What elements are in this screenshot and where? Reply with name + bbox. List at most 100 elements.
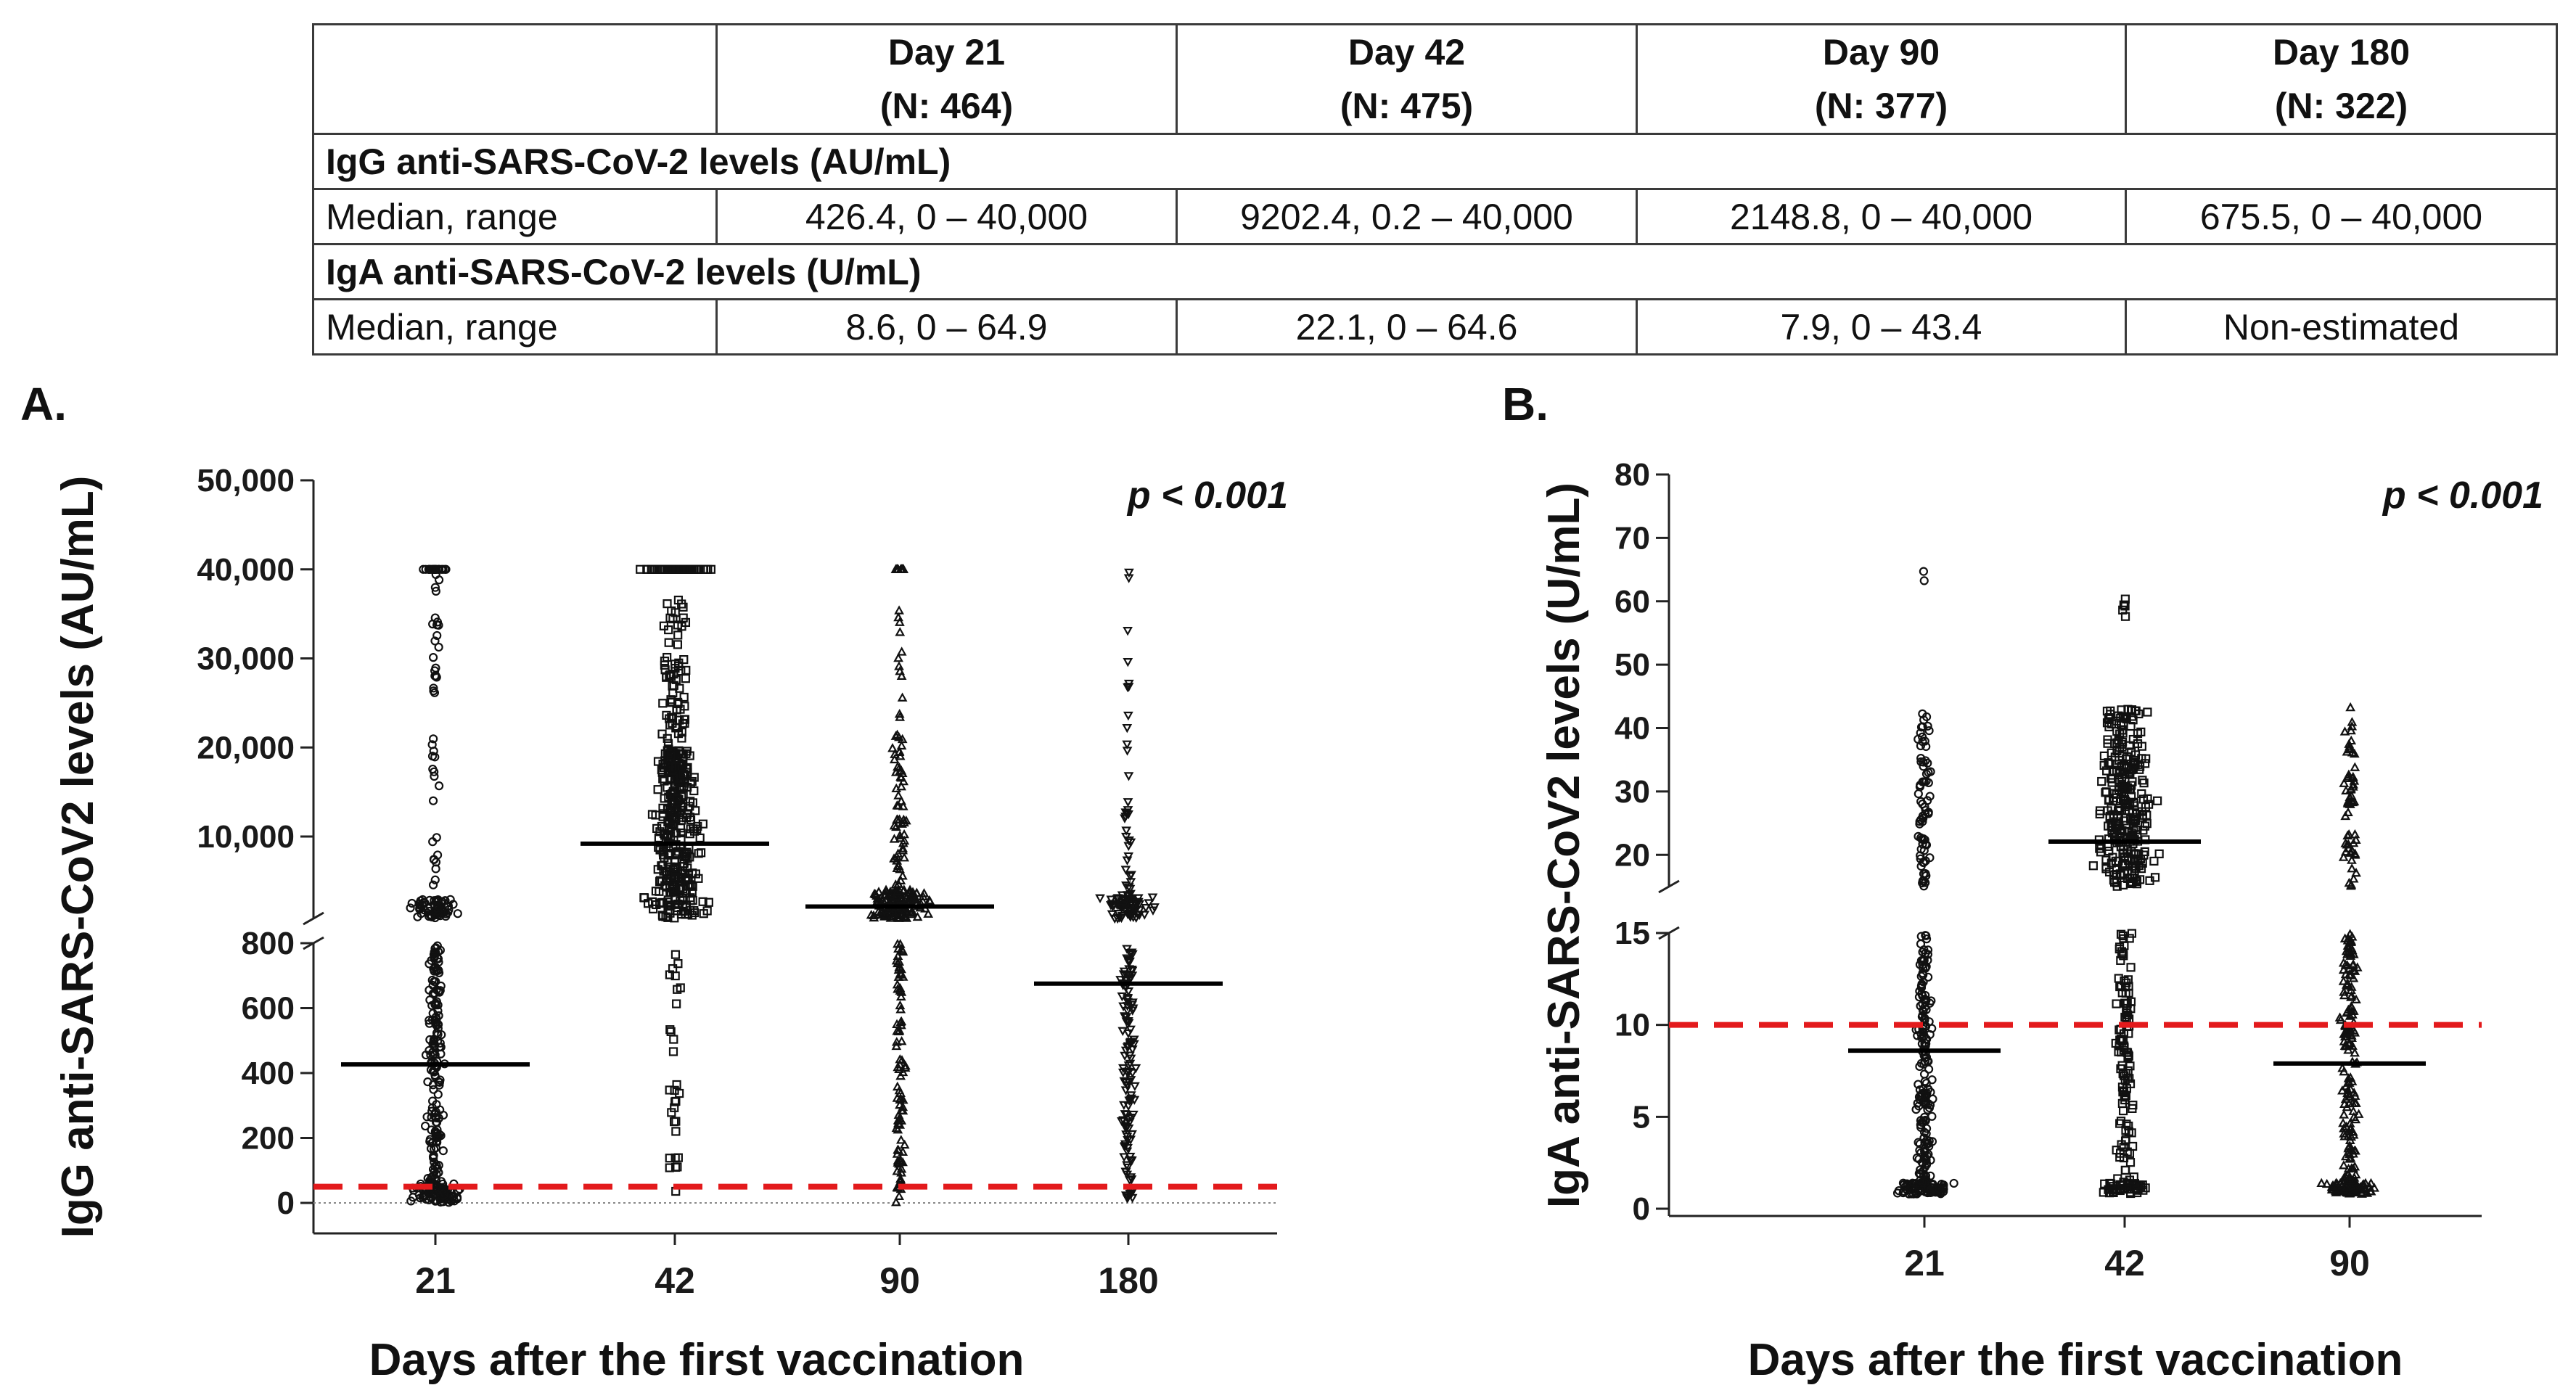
data-point [2099,760,2109,771]
data-point [678,613,688,622]
data-point [2100,1179,2109,1188]
data-point [2343,1163,2354,1173]
data-point [2339,1040,2350,1050]
y-tick-label: 600 [242,991,295,1027]
data-point [1123,574,1134,583]
data-point [1923,1105,1932,1114]
data-point [1916,728,1925,738]
data-point [2339,726,2350,736]
data-point [2138,776,2147,785]
header-day: Day 42 [1348,32,1466,73]
data-point [2121,797,2130,806]
data-point [2107,774,2117,784]
data-point [1127,950,1138,960]
data-point [2106,706,2115,715]
y-tick-label: 10,000 [197,819,295,855]
data-point [1915,782,1924,792]
data-point [434,781,444,791]
data-point [1123,806,1133,815]
data-point [670,1097,680,1106]
data-point [2344,1037,2355,1047]
data-point [2346,784,2356,793]
data-point [892,863,903,873]
data-point [897,1055,907,1064]
data-point [894,605,904,615]
data-point [671,1127,681,1136]
data-point [1116,903,1127,913]
data-point [699,564,708,574]
data-point [2346,992,2356,1001]
data-point [1916,1165,1925,1175]
data-point [891,564,902,573]
data-point [1919,1069,1929,1079]
data-point [660,660,670,670]
data-point [896,963,906,974]
data-point [1921,948,1930,958]
data-point [2117,947,2126,956]
data-point [1919,576,1929,585]
data-point [429,1189,438,1199]
data-point [431,671,440,681]
data-point [2342,839,2353,849]
data-point [896,740,907,750]
data-point [1125,1091,1136,1101]
header-cell-day180: Day 180 (N: 322) [2125,23,2558,135]
data-point [1121,1191,1131,1201]
data-point [1147,893,1158,903]
data-point [689,773,699,782]
data-point [1122,740,1133,749]
data-point [2338,852,2349,861]
data-point [895,991,906,1000]
data-point [1921,934,1932,944]
data-point [669,1035,678,1044]
data-point [2095,844,2104,853]
data-point [894,1191,904,1200]
data-point [665,564,676,574]
data-point [424,903,433,913]
data-point [2345,702,2356,712]
data-point [2338,964,2349,974]
data-point [1924,972,1933,982]
data-point [434,642,443,652]
data-point [441,909,451,919]
data-point [672,704,681,714]
data-point [1125,1189,1136,1199]
table-cell: 426.4, 0 – 40,000 [715,188,1178,245]
data-point [2350,829,2360,839]
data-point [898,884,909,894]
data-point [670,950,681,959]
data-point [2341,1081,2351,1090]
data-point [912,911,923,921]
data-point [2088,861,2098,871]
data-point [2124,768,2133,778]
data-point [2337,1085,2347,1095]
data-point [887,743,898,752]
data-point [686,881,696,890]
data-point [901,913,912,922]
data-point [430,875,440,884]
data-point [1913,1138,1923,1147]
data-point [2116,871,2126,880]
data-point [893,984,903,993]
data-point [1916,1001,1925,1011]
data-point [895,1135,906,1144]
data-point [2350,762,2360,771]
data-point [890,1196,901,1207]
table-section-row-igg: IgG anti-SARS-CoV-2 levels (AU/mL) [312,133,2558,190]
data-point [453,909,462,919]
data-point [2140,821,2150,831]
data-point [892,958,903,968]
data-point [894,708,905,718]
data-point [2124,988,2133,998]
data-point [430,944,440,953]
data-point [2138,1180,2147,1190]
data-point [2340,1151,2351,1161]
data-point [1123,1077,1134,1088]
data-point [694,849,703,858]
data-point [665,1154,674,1163]
data-point [1918,817,1927,826]
data-point [2122,1048,2131,1057]
data-point [898,908,909,917]
data-point [2351,867,2361,877]
data-point [1125,1096,1136,1106]
